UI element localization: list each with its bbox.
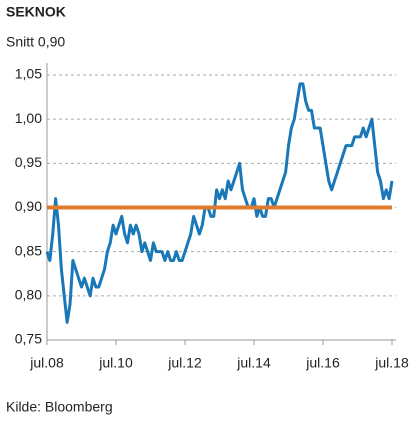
x-tick-label: jul.16 xyxy=(305,355,340,371)
x-tick-label: jul.14 xyxy=(236,355,271,371)
y-tick-label: 1,00 xyxy=(15,110,42,126)
x-tick-label: jul.18 xyxy=(374,355,409,371)
x-tick-label: jul.12 xyxy=(167,355,202,371)
y-tick-label: 0,85 xyxy=(15,242,42,258)
y-tick-label: 1,05 xyxy=(15,66,42,82)
source: Kilde: Bloomberg xyxy=(6,399,113,415)
y-tick-label: 0,95 xyxy=(15,154,42,170)
y-tick-label: 0,90 xyxy=(15,198,42,214)
x-tick-label: jul.10 xyxy=(98,355,133,371)
chart-subtitle: Snitt 0,90 xyxy=(6,34,65,50)
series-line xyxy=(45,82,394,324)
x-tick-label: jul.08 xyxy=(29,355,64,371)
y-tick-label: 0,80 xyxy=(15,287,42,303)
y-tick-label: 0,75 xyxy=(15,331,42,347)
chart-title: SEKNOK xyxy=(6,4,66,20)
